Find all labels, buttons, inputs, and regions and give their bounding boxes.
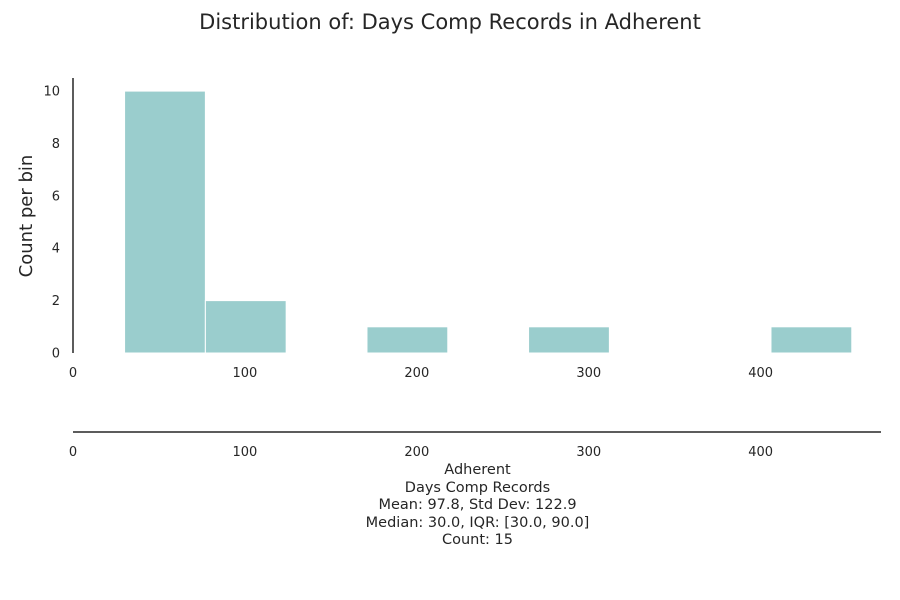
x-axis-ticks-main: 0 100 200 300 400 [69,366,773,381]
histogram-bar [528,326,610,354]
histogram-bar [770,326,853,354]
x-axis-ticks-secondary: 0 100 200 300 400 [69,445,773,460]
x-tick-label: 200 [404,445,429,460]
histogram-bar [366,326,449,354]
summary-group: Adherent [444,462,511,478]
y-axis-label: Count per bin [16,155,37,278]
y-tick-label: 2 [52,294,60,309]
x-tick-label: 100 [233,366,258,381]
x-tick-label: 0 [69,366,77,381]
summary-count: Count: 15 [441,532,513,549]
y-axis-ticks: 0 2 4 6 8 10 [43,85,60,362]
x-tick-label: 0 [69,445,77,460]
x-tick-label: 300 [576,445,601,460]
summary-median-iqr: Median: 30.0, IQR: [30.0, 90.0] [365,514,590,531]
histogram-bars [124,90,853,354]
y-tick-label: 6 [52,189,60,204]
x-tick-label: 100 [233,445,258,460]
y-tick-label: 10 [43,85,60,100]
x-tick-label: 200 [404,366,429,381]
summary-variable: Days Comp Records [404,479,551,496]
y-tick-label: 0 [52,347,60,362]
x-tick-label: 300 [576,366,601,381]
x-tick-label: 400 [748,366,773,381]
y-tick-label: 4 [52,242,60,257]
summary-mean-sd: Mean: 97.8, Std Dev: 122.9 [378,497,577,514]
y-tick-label: 8 [52,137,60,152]
chart-title: Distribution of: Days Comp Records in Ad… [199,10,701,34]
histogram-bar [124,90,206,354]
histogram-bar [204,300,287,354]
x-tick-label: 400 [748,445,773,460]
summary-stats: Adherent Days Comp Records Mean: 97.8, S… [0,462,900,550]
